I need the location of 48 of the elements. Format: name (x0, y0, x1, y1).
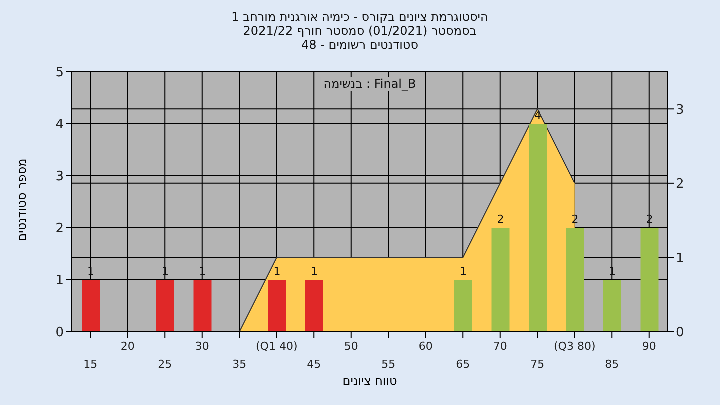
y-axis-title: מספר סטודנטים (15, 158, 29, 242)
bar (194, 280, 212, 332)
y2-tick-label: 3 (676, 102, 684, 118)
data-label: 2 (497, 213, 504, 226)
x-tick-label: (Q3 80) (554, 340, 596, 353)
y-tick-label: 1 (56, 274, 64, 289)
x-tick-label: 50 (344, 340, 358, 353)
y-tick-label: 5 (56, 66, 64, 81)
data-label: 2 (572, 213, 579, 226)
bar (156, 280, 174, 332)
x-tick-label: 30 (195, 340, 210, 353)
x-tick-label: 35 (232, 358, 247, 371)
y-tick-label: 4 (56, 118, 64, 133)
x-tick-label: 55 (382, 358, 396, 371)
bar (454, 280, 472, 332)
bar (604, 280, 622, 332)
annotation: בנשימה : Final_B (320, 77, 420, 91)
data-label: 1 (311, 265, 318, 278)
x-tick-label: 25 (158, 358, 172, 371)
x-tick-label: 85 (605, 358, 620, 371)
chart-subtitle: בסמסטר (01/2021) סמסטר חורף 2021/22 סטודנטים רשומים - 48 (242, 24, 478, 52)
data-label: 1 (274, 265, 281, 278)
x-tick-label: 60 (418, 340, 433, 353)
x-tick-label: 65 (456, 358, 470, 371)
bar (268, 280, 286, 332)
x-tick-label: (Q1 40) (256, 340, 298, 353)
x-tick-label: 15 (84, 358, 98, 371)
bar (492, 228, 510, 332)
y2-tick-label: 2 (676, 177, 684, 192)
x-tick-label: 75 (530, 358, 545, 371)
data-label: 1 (460, 265, 467, 278)
bar (306, 280, 324, 332)
bar (529, 124, 547, 332)
bar (640, 228, 659, 332)
x-tick-label: 20 (120, 340, 135, 353)
y-tick-label: 3 (56, 170, 64, 185)
x-tick-label: 90 (642, 340, 656, 353)
y-tick-label: 2 (56, 222, 64, 237)
x-tick-label: 45 (307, 358, 322, 371)
data-label: 4 (534, 109, 542, 122)
y-tick-label: 0 (56, 326, 64, 341)
y2-tick-label: 1 (676, 251, 684, 266)
y2-tick-label: 0 (676, 326, 684, 341)
bar (82, 280, 100, 332)
chart-title: היסטוגרמת ציונים בקורס - כימיה אורגנית מורחב 1 (230, 10, 490, 24)
x-tick-label: 70 (493, 340, 508, 353)
x-axis-title: טווח ציונים (342, 374, 398, 388)
bar (566, 228, 584, 332)
